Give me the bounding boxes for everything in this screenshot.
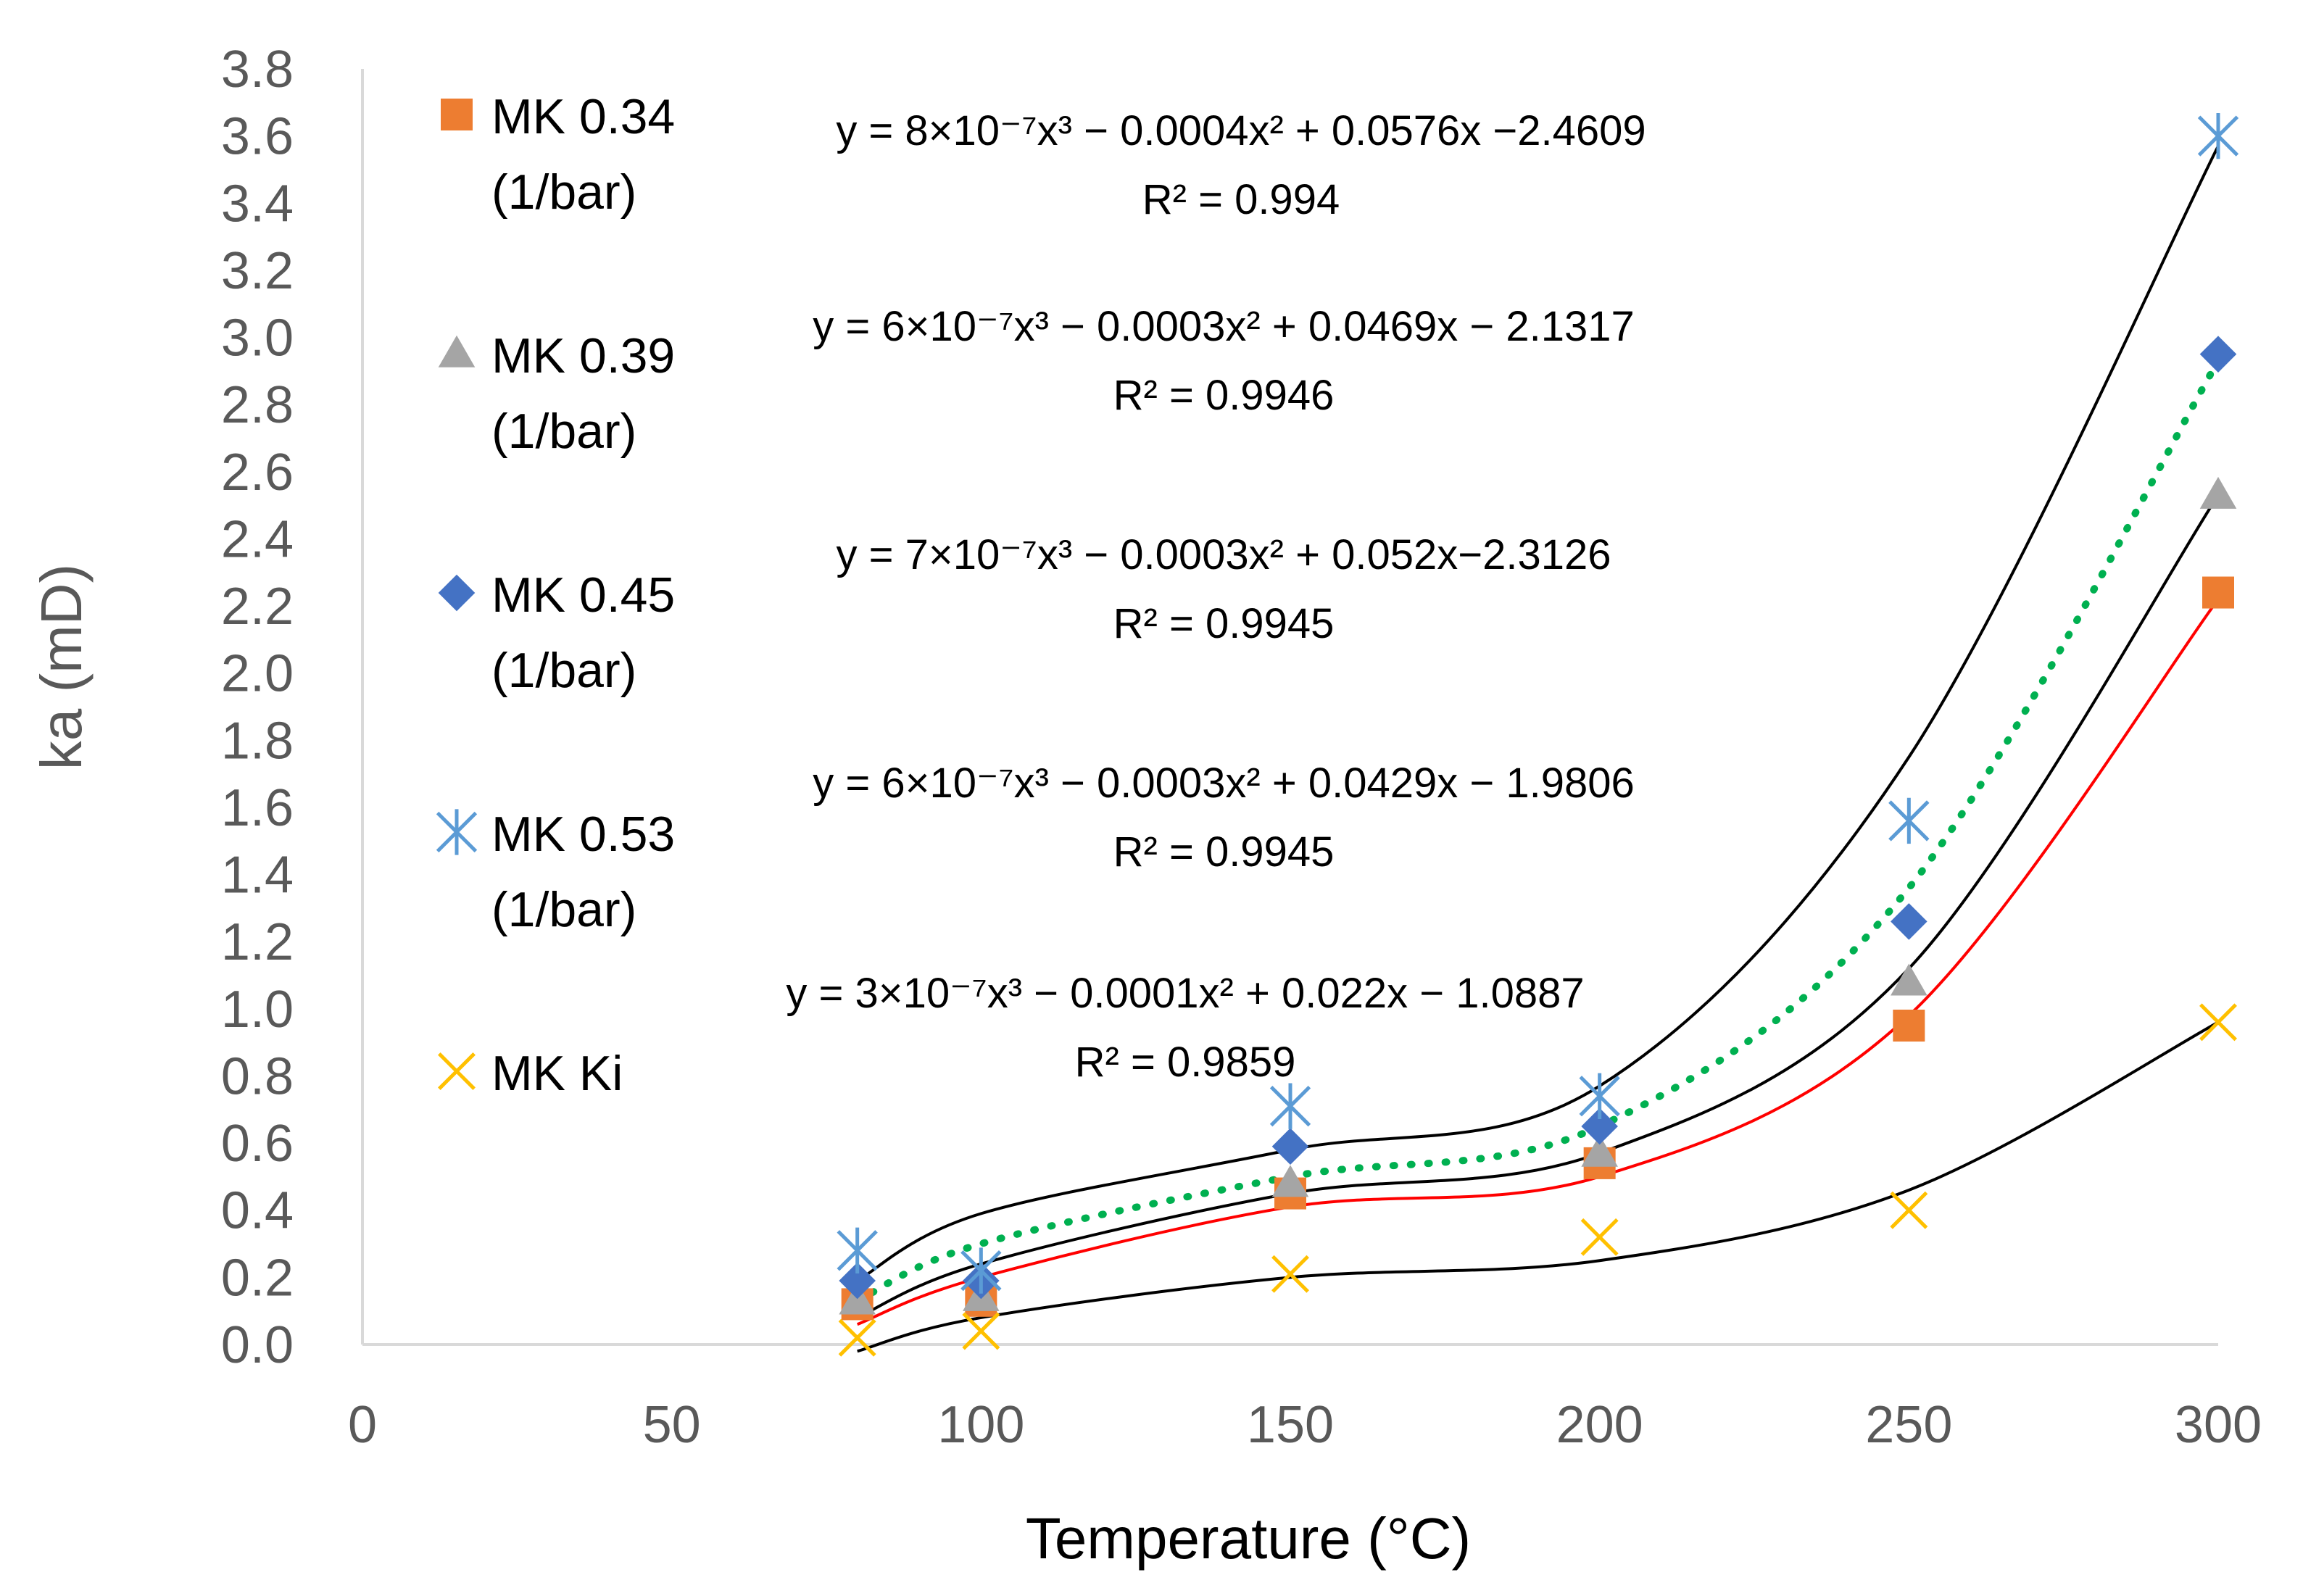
y-tick-label: 0.0: [221, 1316, 294, 1374]
legend-label-unit: (1/bar): [491, 165, 636, 220]
legend-marker-asterisk: [436, 809, 478, 855]
trendline-equation: y = 8×10⁻⁷x³ − 0.0004x² + 0.0576x −2.460…: [836, 107, 1646, 154]
y-tick-label: 1.8: [221, 712, 294, 770]
y-tick-label: 0.4: [221, 1182, 294, 1240]
legend-item: MK 0.39 (1/bar): [438, 328, 675, 459]
y-tick-label: 2.4: [221, 510, 294, 568]
trendline-r2: R² = 0.9945: [1113, 600, 1335, 647]
legend-label: MK 0.45: [491, 568, 675, 623]
trendline-r2: R² = 0.9945: [1113, 828, 1335, 876]
y-tick-label: 3.8: [221, 41, 294, 99]
legend-marker-x: [438, 1052, 476, 1090]
data-point-x: [2199, 1003, 2237, 1042]
data-point-diamond: [1271, 1128, 1309, 1165]
data-point-square: [2202, 576, 2234, 609]
data-point-x: [838, 1318, 876, 1357]
data-point-triangle: [1271, 1165, 1309, 1197]
y-tick-label: 2.0: [221, 645, 294, 703]
trendline-label: y = 8×10⁻⁷x³ − 0.0004x² + 0.0576x −2.460…: [836, 107, 1646, 223]
trendline-equation: y = 6×10⁻⁷x³ − 0.0003x² + 0.0469x − 2.13…: [813, 303, 1634, 350]
data-point-x: [1890, 1191, 1928, 1229]
trendline-equation: y = 7×10⁻⁷x³ − 0.0003x² + 0.052x−2.3126: [837, 531, 1611, 578]
legend-label: MK 0.53: [491, 807, 675, 862]
legend-marker-square: [441, 99, 473, 130]
x-tick-label: 300: [2175, 1396, 2262, 1454]
y-tick-label: 3.6: [221, 108, 294, 166]
y-tick-label: 3.4: [221, 175, 294, 233]
legend-label: MK Ki: [491, 1046, 623, 1101]
data-point-asterisk: [1579, 1073, 1620, 1119]
x-axis-title: Temperature (°C): [1026, 1506, 1471, 1571]
y-tick-label: 2.8: [221, 376, 294, 434]
data-point-x: [1271, 1255, 1309, 1293]
x-tick-label: 150: [1247, 1396, 1334, 1454]
y-tick-label: 3.0: [221, 309, 294, 367]
x-tick-label: 100: [937, 1396, 1024, 1454]
trendline-r2: R² = 0.9946: [1113, 372, 1335, 419]
y-tick-label: 2.2: [221, 578, 294, 636]
legend-item: MK 0.34 (1/bar): [441, 89, 675, 220]
data-point-triangle: [2199, 476, 2237, 509]
y-tick-label: 2.6: [221, 444, 294, 502]
data-point-asterisk: [2197, 112, 2239, 159]
y-axis-title: ka (mD): [29, 564, 94, 770]
legend-label-unit: (1/bar): [491, 404, 636, 459]
trendline-2: [853, 357, 2222, 1305]
legend-item: MK 0.53 (1/bar): [436, 807, 675, 937]
legend-label-unit: (1/bar): [491, 643, 636, 698]
legend-label: MK 0.34: [491, 89, 675, 144]
legend-item: MK Ki: [438, 1046, 623, 1101]
data-point-square: [1893, 1010, 1925, 1042]
trendline-equations: y = 8×10⁻⁷x³ − 0.0004x² + 0.0576x −2.460…: [786, 107, 1646, 1086]
data-point-triangle: [1581, 1134, 1618, 1167]
data-point-diamond: [1581, 1107, 1618, 1145]
data-point-diamond: [839, 1262, 876, 1300]
trendline-label: y = 6×10⁻⁷x³ − 0.0003x² + 0.0469x − 2.13…: [813, 303, 1634, 419]
data-point-diamond: [1891, 903, 1928, 940]
data-point-asterisk: [1269, 1083, 1311, 1129]
trendline-4: [856, 598, 2220, 1326]
y-tick-label: 0.6: [221, 1115, 294, 1173]
legend: MK 0.34 (1/bar) MK 0.39 (1/bar) MK 0.45 (1/ba…: [436, 89, 675, 1101]
data-point-triangle: [1891, 963, 1928, 996]
legend-label: MK 0.39: [491, 328, 675, 383]
trendline-label: y = 3×10⁻⁷x³ − 0.0001x² + 0.022x − 1.088…: [786, 970, 1584, 1086]
trendline-label: y = 6×10⁻⁷x³ − 0.0003x² + 0.0429x − 1.98…: [813, 760, 1634, 876]
data-point-diamond: [2199, 336, 2237, 373]
x-tick-label: 200: [1556, 1396, 1643, 1454]
y-tick-label: 1.2: [221, 913, 294, 971]
y-tick-label: 1.4: [221, 847, 294, 905]
legend-marker-triangle: [438, 335, 476, 367]
trendline-equation: y = 6×10⁻⁷x³ − 0.0003x² + 0.0429x − 1.98…: [813, 760, 1634, 807]
trendline-r2: R² = 0.994: [1142, 176, 1340, 223]
data-point-asterisk: [960, 1247, 1002, 1294]
y-tick-label: 0.8: [221, 1047, 294, 1105]
data-point-x: [1580, 1218, 1619, 1256]
data-point-asterisk: [837, 1227, 878, 1273]
x-tick-label: 50: [643, 1396, 701, 1454]
trendline-equation: y = 3×10⁻⁷x³ − 0.0001x² + 0.022x − 1.088…: [786, 970, 1584, 1017]
y-tick-label: 3.2: [221, 242, 294, 300]
x-tick-label: 0: [348, 1396, 377, 1454]
x-tick-label: 250: [1865, 1396, 1952, 1454]
legend-item: MK 0.45 (1/bar): [438, 568, 675, 698]
legend-marker-diamond: [438, 574, 476, 612]
data-point-asterisk: [1888, 797, 1930, 844]
y-tick-label: 0.2: [221, 1249, 294, 1307]
trendline-3: [856, 494, 2220, 1319]
y-tick-label: 1.6: [221, 779, 294, 837]
legend-label-unit: (1/bar): [491, 882, 636, 937]
data-points: [837, 112, 2239, 1357]
y-tick-label: 1.0: [221, 981, 294, 1039]
axes: 0.0 0.2 0.4 0.6 0.8 1.0 1.2 1.4 1.6 1.8 2.0 2.2 2.4 2…: [221, 41, 2262, 1454]
trendline-r2: R² = 0.9859: [1075, 1039, 1296, 1086]
trendline-label: y = 7×10⁻⁷x³ − 0.0003x² + 0.052x−2.3126 R…: [837, 531, 1611, 647]
data-point-x: [962, 1312, 1000, 1350]
